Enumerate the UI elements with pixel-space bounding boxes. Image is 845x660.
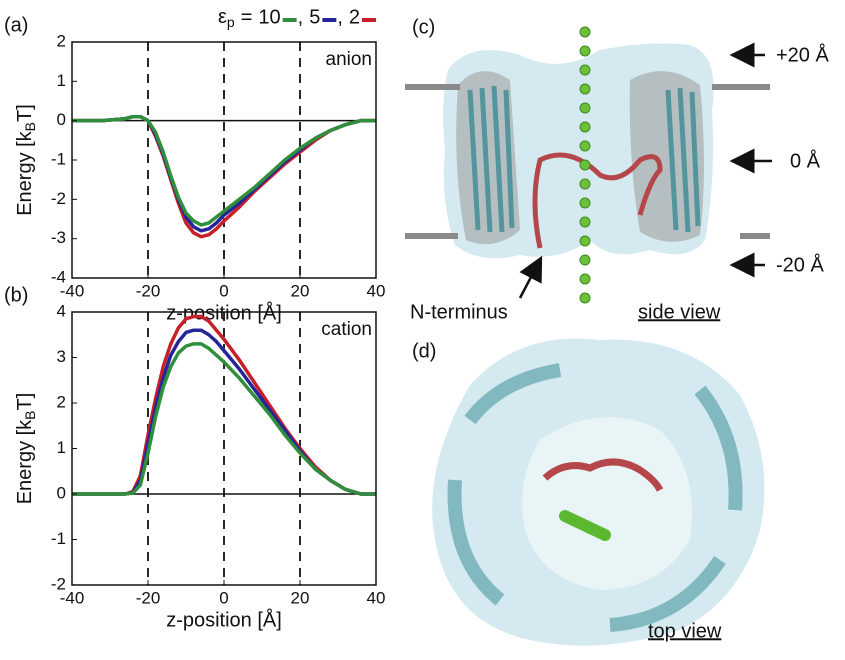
- x-tick-label: 40: [367, 281, 386, 300]
- series-line: [72, 114, 376, 227]
- y-axis-label: Energy [kBT]: [14, 393, 37, 505]
- legend-title: εp: [218, 6, 235, 29]
- legend-equals: =: [241, 6, 253, 28]
- ion-dot: [579, 273, 591, 285]
- x-axis-label: z-position [Å]: [166, 608, 282, 631]
- ion-dot: [579, 216, 591, 228]
- ion-dot: [579, 83, 591, 95]
- ion-dot: [579, 45, 591, 57]
- y-tick-label: 2: [57, 392, 66, 411]
- ion-dot: [579, 140, 591, 152]
- y-axis-label-part: Energy [k: [14, 130, 36, 215]
- x-tick-label: 0: [219, 588, 228, 607]
- panel-label: (d): [412, 340, 436, 362]
- y-tick-label: -4: [51, 267, 66, 286]
- y-tick-label: -1: [51, 149, 66, 168]
- y-axis-label-part: T]: [14, 393, 36, 411]
- n-terminus-label: N-terminus: [410, 301, 508, 323]
- ion-dot: [579, 102, 591, 114]
- x-tick-label: -20: [136, 588, 161, 607]
- y-axis-label-sub: B: [22, 122, 38, 131]
- y-tick-label: 3: [57, 347, 66, 366]
- annotation: cation: [321, 319, 372, 340]
- y-tick-label: -2: [51, 574, 66, 593]
- y-tick-label: -3: [51, 228, 66, 247]
- legend-label: 5: [309, 6, 320, 28]
- ion-dot: [579, 178, 591, 190]
- scale-mark: +20 Å: [776, 43, 829, 66]
- y-axis-label: Energy [kBT]: [14, 104, 37, 216]
- ion-dot: [579, 235, 591, 247]
- x-tick-label: 20: [291, 588, 310, 607]
- x-tick-label: 20: [291, 281, 310, 300]
- ion-dot: [579, 159, 591, 171]
- x-tick-label: 0: [219, 281, 228, 300]
- scale-mark: 0 Å: [790, 149, 821, 172]
- legend-label: 10: [258, 6, 280, 28]
- ion-dot: [579, 121, 591, 133]
- view-label: side view: [638, 301, 721, 323]
- x-tick-label: -20: [136, 281, 161, 300]
- ion-dot: [579, 64, 591, 76]
- annotation: anion: [326, 49, 373, 70]
- x-tick-label: -40: [60, 281, 85, 300]
- x-tick-label: -40: [60, 588, 85, 607]
- y-axis-label-sub: B: [22, 410, 38, 419]
- legend-separator: ,: [298, 6, 304, 28]
- y-axis-label-part: T]: [14, 104, 36, 122]
- y-tick-label: 0: [57, 483, 66, 502]
- y-tick-label: 2: [57, 31, 66, 50]
- legend-label: 2: [349, 6, 360, 28]
- y-tick-label: 0: [57, 110, 66, 129]
- scale-mark: -20 Å: [776, 253, 824, 276]
- ion-dot: [579, 26, 591, 38]
- ion-dot: [579, 292, 591, 304]
- y-tick-label: -1: [51, 529, 66, 548]
- y-tick-label: 1: [57, 438, 66, 457]
- ion-dot: [579, 197, 591, 209]
- ion-dot: [579, 254, 591, 266]
- y-axis-label-part: Energy [k: [14, 419, 36, 504]
- panel-label: (c): [412, 16, 435, 38]
- y-tick-label: -2: [51, 189, 66, 208]
- view-label: top view: [648, 620, 722, 642]
- series-line: [72, 342, 376, 496]
- top-view-image: [432, 338, 765, 646]
- y-tick-label: 4: [57, 301, 66, 320]
- legend-sub: p: [227, 14, 235, 30]
- x-tick-label: 40: [367, 588, 386, 607]
- legend-symbol: ε: [218, 6, 227, 28]
- y-tick-label: 1: [57, 71, 66, 90]
- panel-label: (a): [4, 14, 28, 36]
- legend-separator: ,: [337, 6, 343, 28]
- series-line: [72, 314, 376, 496]
- side-view-image: [405, 26, 772, 304]
- panel-label: (b): [4, 284, 28, 306]
